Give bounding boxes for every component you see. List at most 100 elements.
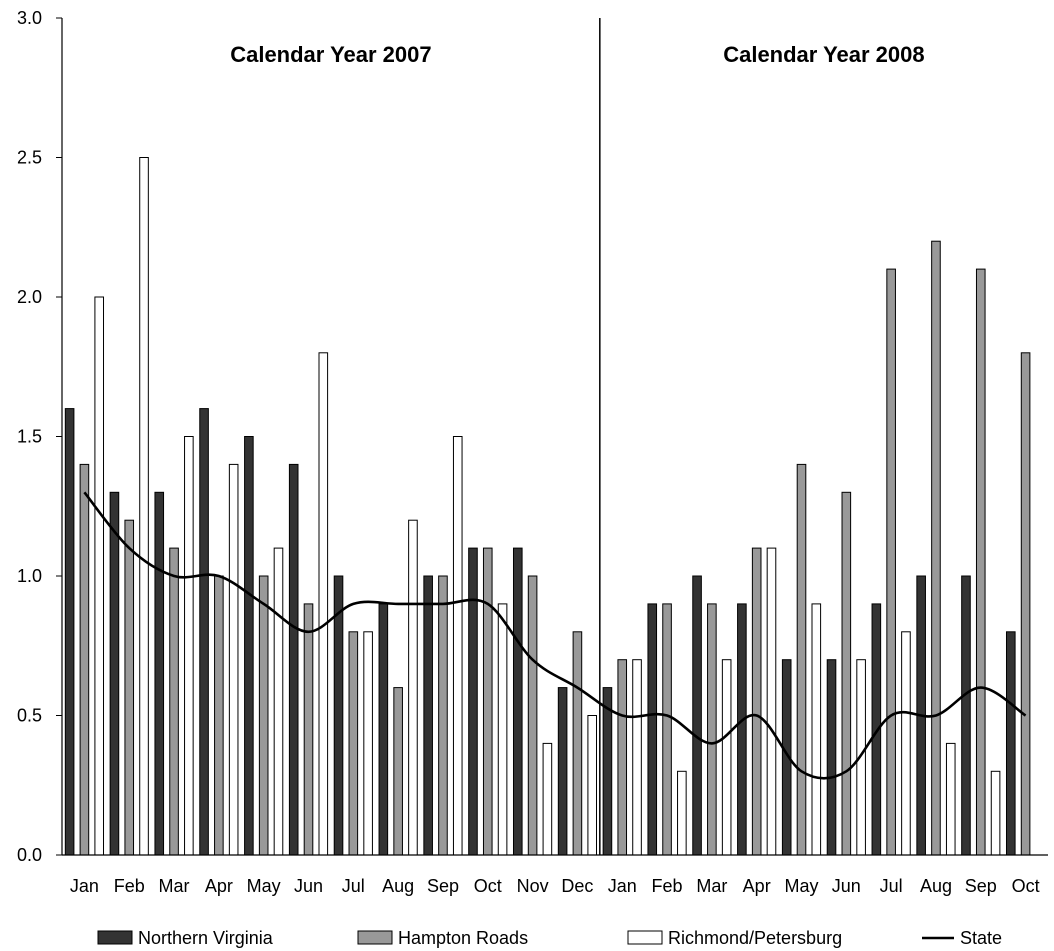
y-tick-label: 1.0 bbox=[17, 566, 42, 586]
bar-richmond-petersburg bbox=[677, 770, 687, 856]
bar-richmond-petersburg bbox=[94, 296, 105, 856]
bar-hampton-roads bbox=[975, 268, 986, 856]
bar-northern-virginia bbox=[961, 575, 971, 856]
bar-northern-virginia bbox=[692, 575, 702, 856]
bar-northern-virginia bbox=[737, 603, 747, 856]
state-line-layer bbox=[83, 491, 1027, 780]
bar-northern-virginia bbox=[154, 491, 165, 856]
bar-northern-virginia bbox=[826, 659, 837, 856]
bar-richmond-petersburg bbox=[452, 436, 463, 856]
bar-richmond-petersburg bbox=[542, 742, 553, 856]
y-tick-label: 3.0 bbox=[17, 8, 42, 28]
bar-northern-virginia bbox=[1005, 631, 1016, 856]
bar-hampton-roads bbox=[482, 547, 493, 856]
bar-richmond-petersburg bbox=[811, 603, 822, 856]
bar-richmond-petersburg bbox=[363, 631, 373, 856]
bar-northern-virginia bbox=[468, 547, 478, 856]
x-tick-label: Jul bbox=[880, 876, 903, 896]
x-tick-label: Aug bbox=[382, 876, 414, 896]
bar-hampton-roads bbox=[303, 603, 314, 856]
bar-hampton-roads bbox=[1020, 352, 1031, 856]
x-tick-label: Sep bbox=[427, 876, 459, 896]
period-labels: Calendar Year 2007 Calendar Year 2008 bbox=[230, 18, 925, 855]
period-label: Calendar Year 2007 bbox=[230, 42, 431, 67]
y-tick-label: 1.5 bbox=[17, 427, 42, 447]
x-tick-label: Nov bbox=[517, 876, 549, 896]
bar-richmond-petersburg bbox=[139, 157, 149, 856]
y-tick-label: 0.5 bbox=[17, 706, 42, 726]
legend-swatch-hampton-roads bbox=[357, 930, 393, 945]
y-tick-label: 2.5 bbox=[17, 148, 42, 168]
x-tick-label: Jul bbox=[342, 876, 365, 896]
line-state bbox=[83, 491, 1027, 780]
x-tick-label: Apr bbox=[743, 876, 771, 896]
bar-hampton-roads bbox=[438, 575, 448, 856]
bar-hampton-roads bbox=[79, 463, 90, 856]
y-tick-label: 0.0 bbox=[17, 845, 42, 865]
bar-hampton-roads bbox=[572, 631, 583, 856]
bar-northern-virginia bbox=[244, 436, 254, 856]
bar-richmond-petersburg bbox=[587, 715, 598, 856]
legend-label-hampton-roads: Hampton Roads bbox=[398, 928, 528, 948]
bar-hampton-roads bbox=[662, 603, 672, 856]
x-tick-label: Sep bbox=[965, 876, 997, 896]
bars-layer bbox=[64, 157, 1031, 856]
bar-richmond-petersburg bbox=[990, 770, 1001, 856]
x-tick-label: Oct bbox=[474, 876, 502, 896]
bar-richmond-petersburg bbox=[901, 631, 911, 856]
bar-richmond-petersburg bbox=[945, 742, 956, 856]
bar-northern-virginia bbox=[423, 575, 433, 856]
bar-hampton-roads bbox=[169, 547, 179, 856]
x-tick-label: Jun bbox=[294, 876, 323, 896]
bar-hampton-roads bbox=[214, 575, 224, 856]
bar-hampton-roads bbox=[707, 603, 717, 856]
bar-hampton-roads bbox=[124, 519, 135, 856]
bar-hampton-roads bbox=[527, 575, 538, 856]
bar-northern-virginia bbox=[199, 408, 209, 856]
bar-hampton-roads bbox=[931, 240, 941, 856]
x-tick-label: Jun bbox=[832, 876, 861, 896]
bar-hampton-roads bbox=[886, 268, 896, 856]
bar-richmond-petersburg bbox=[497, 603, 508, 856]
x-tick-label: Dec bbox=[561, 876, 593, 896]
legend-label-richmond-petersburg: Richmond/Petersburg bbox=[668, 928, 842, 948]
bar-hampton-roads bbox=[393, 687, 403, 856]
x-tick-label: May bbox=[784, 876, 818, 896]
legend-swatch-northern-virginia bbox=[97, 930, 133, 945]
axes: 0.0 0.5 1.0 1.5 2.0 2.5 3.0 Jan Feb Mar Apr May Jun J… bbox=[17, 8, 1048, 896]
bar-richmond-petersburg bbox=[184, 436, 194, 856]
bar-northern-virginia bbox=[64, 408, 75, 856]
x-tick-label: Mar bbox=[696, 876, 727, 896]
bar-richmond-petersburg bbox=[632, 659, 642, 856]
bar-richmond-petersburg bbox=[318, 352, 329, 856]
x-tick-label: May bbox=[247, 876, 281, 896]
bar-richmond-petersburg bbox=[273, 547, 284, 856]
bar-northern-virginia bbox=[557, 687, 568, 856]
bar-northern-virginia bbox=[333, 575, 344, 856]
x-tick-label: Feb bbox=[652, 876, 683, 896]
bar-hampton-roads bbox=[617, 659, 628, 856]
bar-northern-virginia bbox=[602, 687, 613, 856]
period-label: Calendar Year 2008 bbox=[723, 42, 924, 67]
bar-northern-virginia bbox=[512, 547, 523, 856]
bar-hampton-roads bbox=[751, 547, 762, 856]
legend-label-northern-virginia: Northern Virginia bbox=[138, 928, 274, 948]
bar-northern-virginia bbox=[109, 491, 120, 856]
legend-swatch-richmond-petersburg bbox=[627, 930, 663, 945]
bar-richmond-petersburg bbox=[228, 463, 239, 856]
x-tick-label: Jan bbox=[608, 876, 637, 896]
x-tick-label: Aug bbox=[920, 876, 952, 896]
bar-richmond-petersburg bbox=[408, 519, 418, 856]
x-tick-label: Oct bbox=[1012, 876, 1040, 896]
legend-label-state: State bbox=[960, 928, 1002, 948]
bar-hampton-roads bbox=[841, 491, 852, 856]
x-tick-label: Apr bbox=[205, 876, 233, 896]
bar-richmond-petersburg bbox=[766, 547, 777, 856]
x-tick-label: Jan bbox=[70, 876, 99, 896]
bar-northern-virginia bbox=[288, 463, 299, 856]
x-tick-label: Feb bbox=[114, 876, 145, 896]
bar-northern-virginia bbox=[647, 603, 658, 856]
legend: Northern Virginia Hampton Roads Richmond/P… bbox=[97, 928, 1002, 948]
bar-hampton-roads bbox=[258, 575, 269, 856]
